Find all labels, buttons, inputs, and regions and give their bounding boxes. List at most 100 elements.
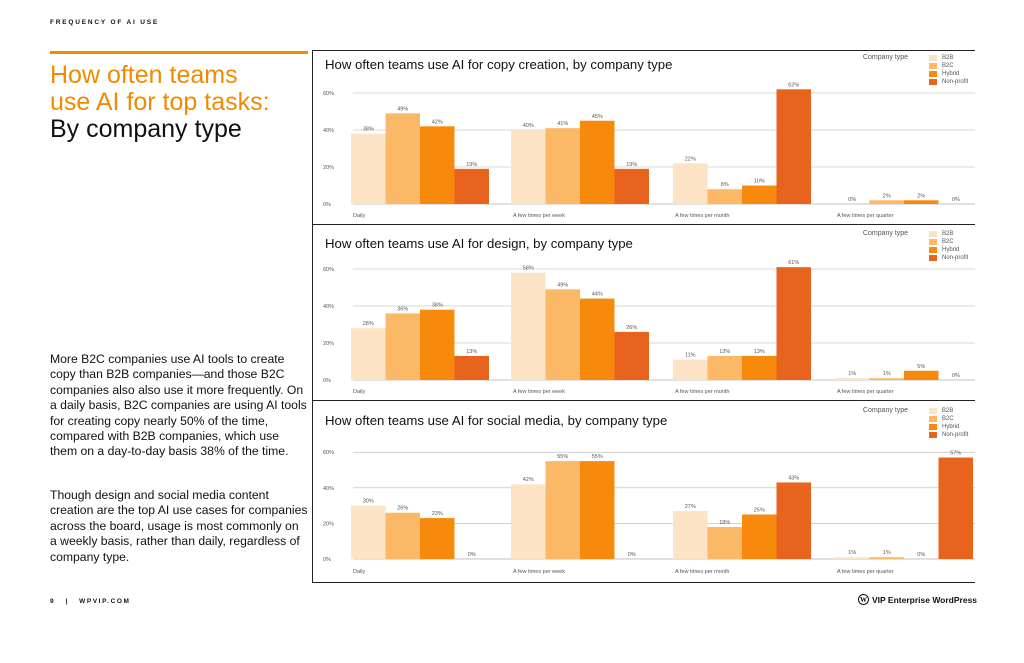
data-label: 10% [754, 179, 765, 185]
data-label: 42% [523, 477, 534, 483]
y-tick-label: 0% [323, 557, 331, 563]
legend-swatch-b2b [929, 231, 937, 237]
data-label: 49% [397, 106, 408, 112]
x-category-label: A few times per week [513, 569, 565, 575]
data-label: 0% [952, 373, 960, 379]
bar-nonprofit [776, 89, 811, 204]
bar-hybrid [580, 298, 615, 380]
bar-bc [385, 512, 420, 559]
data-label: 58% [523, 266, 534, 272]
headline: How often teams use AI for top tasks: By… [50, 62, 308, 143]
bar-bb [835, 378, 870, 380]
data-label: 2% [883, 193, 891, 199]
data-label: 57% [950, 451, 961, 457]
data-label: 40% [523, 123, 534, 129]
bar-bb [351, 133, 386, 204]
legend-swatch-b2c [929, 63, 937, 69]
legend-item-b2b: B2B [929, 230, 953, 238]
logo-text: VIP Enterprise WordPress [872, 594, 978, 605]
y-tick-label: 0% [323, 378, 331, 384]
legend-item-hybrid: Hybrid [929, 246, 959, 254]
bar-bc [545, 128, 580, 204]
y-tick-label: 20% [323, 521, 334, 527]
bar-nonprofit [776, 482, 811, 559]
legend-title-social: Company type [862, 407, 909, 414]
x-category-label: Daily [353, 389, 365, 395]
vip-logo: W VIP Enterprise WordPress [858, 594, 977, 605]
data-label: 1% [848, 371, 856, 377]
footer-site: WPVIP.COM [79, 598, 131, 605]
y-tick-label: 60% [323, 267, 334, 273]
y-tick-label: 0% [323, 202, 331, 208]
legend-item-hybrid: Hybrid [929, 423, 959, 431]
body-paragraph-2: Though design and social media content c… [50, 488, 308, 564]
y-tick-label: 20% [323, 165, 334, 171]
data-label: 38% [363, 127, 374, 133]
x-category-label: A few times per month [675, 389, 729, 395]
data-label: 42% [432, 119, 443, 125]
bar-hybrid [742, 185, 777, 204]
data-label: 36% [397, 306, 408, 312]
y-tick-label: 60% [323, 91, 334, 97]
x-category-label: Daily [353, 213, 365, 219]
legend-swatch-hybrid [929, 71, 937, 77]
y-tick-label: 20% [323, 341, 334, 347]
bar-nonprofit [938, 457, 973, 559]
bar-bb [351, 505, 386, 559]
y-tick-label: 60% [323, 450, 334, 456]
x-category-label: A few times per quarter [837, 569, 894, 575]
data-label: 23% [432, 511, 443, 517]
bar-bc [385, 313, 420, 380]
data-label: 61% [788, 260, 799, 266]
bar-bb [673, 510, 708, 559]
bar-nonprofit [614, 168, 649, 204]
legend-title-copy: Company type [862, 54, 909, 61]
data-label: 55% [592, 454, 603, 460]
bar-bb [511, 484, 546, 559]
legend-swatch-b2b [929, 408, 937, 414]
column-divider [312, 50, 313, 583]
data-label: 18% [719, 520, 730, 526]
x-category-label: A few times per month [675, 213, 729, 219]
bar-hybrid [580, 461, 615, 559]
bar-nonprofit [614, 331, 649, 380]
bar-hybrid [742, 514, 777, 559]
chart-social-media: 0% 20% 40% 60% Daily 30% 26% 23% 0% A few times p… [323, 450, 975, 575]
x-category-label: A few times per quarter [837, 213, 894, 219]
legend-item-nonprofit: Non-profit [929, 431, 968, 439]
data-label: 45% [592, 114, 603, 120]
chart-title-social-media: How often teams use AI for social media,… [325, 413, 668, 428]
bar-bb [511, 130, 546, 204]
chart-divider-2 [313, 400, 975, 401]
legend-swatch-hybrid [929, 424, 937, 430]
x-category-label: Daily [353, 569, 365, 575]
legend-item-nonprofit: Non-profit [929, 254, 968, 262]
legend-item-b2b: B2B [929, 407, 953, 415]
data-label: 13% [754, 349, 765, 355]
chart-title-copy: How often teams use AI for copy creation… [325, 57, 673, 72]
bar-bc [869, 200, 904, 204]
legend-item-nonprofit: Non-profit [929, 78, 968, 86]
data-label: 19% [626, 162, 637, 168]
y-tick-label: 40% [323, 128, 334, 134]
data-label: 62% [788, 82, 799, 88]
x-category-label: A few times per quarter [837, 389, 894, 395]
bar-hybrid [742, 355, 777, 380]
legend-item-b2b: B2B [929, 54, 953, 62]
legend-title-design: Company type [862, 230, 909, 237]
data-label: 41% [557, 121, 568, 127]
bar-hybrid [904, 370, 939, 380]
data-label: 25% [754, 508, 765, 514]
data-label: 8% [721, 182, 729, 188]
legend-swatch-nonprofit [929, 255, 937, 261]
bar-bc [707, 355, 742, 380]
legend-swatch-nonprofit [929, 432, 937, 438]
data-label: 1% [883, 371, 891, 377]
data-label: 2% [917, 193, 925, 199]
bar-hybrid [420, 518, 455, 559]
data-label: 1% [883, 550, 891, 556]
bar-bc [869, 557, 904, 559]
x-category-label: A few times per week [513, 213, 565, 219]
bar-bc [545, 289, 580, 380]
data-label: 13% [719, 349, 730, 355]
